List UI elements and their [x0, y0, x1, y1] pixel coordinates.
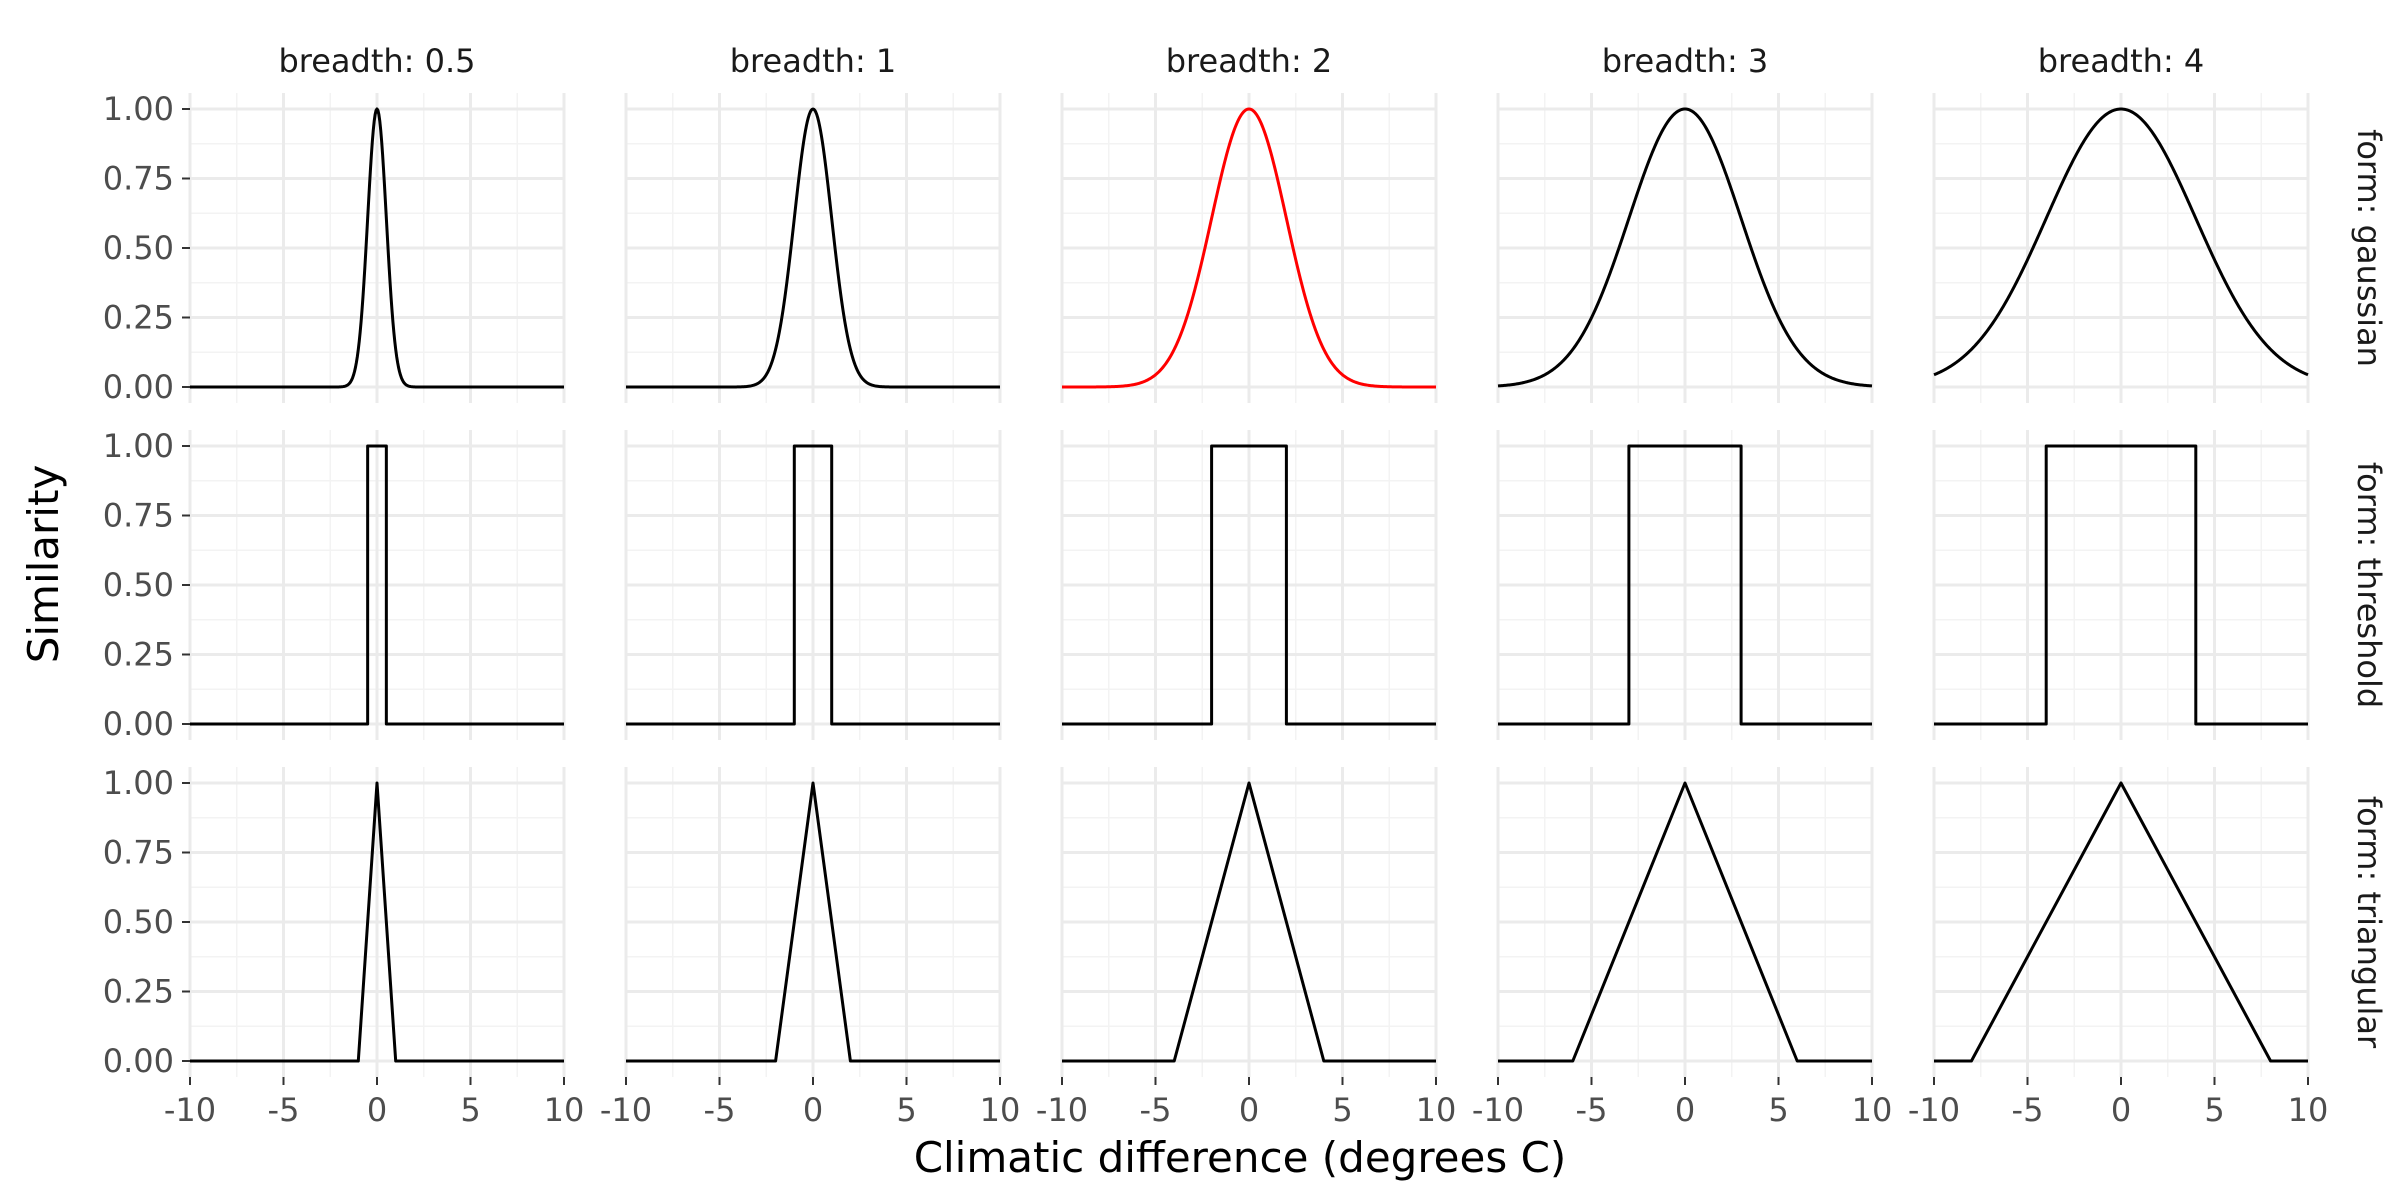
panel-gaussian-0.5: [188, 93, 566, 403]
x-tick-label: 5: [1768, 1091, 1788, 1129]
curve-layer: [189, 107, 2309, 1063]
series-line-triangular-1: [626, 781, 1000, 1063]
facet-label-row: form: triangular: [2350, 796, 2388, 1049]
y-tick-label: 0.75: [103, 497, 174, 535]
x-tick-label: 10: [2288, 1091, 2329, 1129]
panel-threshold-2: [1060, 430, 1438, 740]
x-tick-label: -10: [600, 1091, 652, 1129]
series-line-triangular-4: [1934, 781, 2308, 1063]
panel-triangular-0.5: [188, 767, 566, 1077]
x-tick-label: -10: [1908, 1091, 1960, 1129]
x-tick-label: 5: [1332, 1091, 1352, 1129]
x-tick-label: -5: [1576, 1091, 1608, 1129]
series-line-threshold-3: [1498, 444, 1872, 726]
x-tick-label: -10: [1472, 1091, 1524, 1129]
y-tick-label: 0.50: [103, 229, 174, 267]
panel-threshold-3: [1496, 430, 1874, 740]
series-line-threshold-0.5: [190, 444, 564, 726]
x-tick-label: -5: [2012, 1091, 2044, 1129]
y-tick-label: 0.00: [103, 368, 174, 406]
x-tick-label: 0: [367, 1091, 387, 1129]
x-axis-title: Climatic difference (degrees C): [914, 1133, 1567, 1182]
x-tick-label: 0: [803, 1091, 823, 1129]
series-line-gaussian-2: [1061, 107, 1437, 389]
panel-triangular-1: [624, 767, 1002, 1077]
panel-triangular-2: [1060, 767, 1438, 1077]
label-layer: breadth: 0.5 breadth: 1 breadth: 2 breadth:…: [103, 42, 2388, 1129]
facet-label-column: breadth: 1: [730, 42, 897, 80]
x-tick-label: -5: [268, 1091, 300, 1129]
panel-triangular-4: [1932, 767, 2310, 1077]
facet-label-row: form: threshold: [2350, 462, 2388, 708]
x-tick-label: -10: [164, 1091, 216, 1129]
y-tick-label: 0.00: [103, 1042, 174, 1080]
panel-triangular-3: [1496, 767, 1874, 1077]
x-tick-label: 10: [1852, 1091, 1893, 1129]
x-tick-label: 0: [2111, 1091, 2131, 1129]
panel-gaussian-4: [1932, 93, 2310, 403]
panel-gaussian-3: [1496, 93, 1874, 403]
x-tick-label: 10: [544, 1091, 585, 1129]
grid-layer: [188, 93, 2310, 1077]
x-tick-label: 5: [896, 1091, 916, 1129]
facet-label-row: form: gaussian: [2350, 129, 2388, 367]
series-line-threshold-4: [1934, 444, 2308, 726]
series-line-gaussian-0.5: [189, 107, 565, 389]
series-line-gaussian-3: [1497, 107, 1873, 388]
x-tick-label: -5: [704, 1091, 736, 1129]
panel-threshold-0.5: [188, 430, 566, 740]
facet-label-column: breadth: 4: [2038, 42, 2205, 80]
panel-gaussian-1: [624, 93, 1002, 403]
x-tick-label: 10: [1416, 1091, 1457, 1129]
facet-label-column: breadth: 0.5: [278, 42, 475, 80]
panel-threshold-1: [624, 430, 1002, 740]
y-tick-label: 0.50: [103, 903, 174, 941]
y-tick-label: 0.50: [103, 566, 174, 604]
series-line-triangular-2: [1062, 781, 1436, 1063]
y-tick-label: 0.00: [103, 705, 174, 743]
y-tick-label: 0.75: [103, 834, 174, 872]
panel-threshold-4: [1932, 430, 2310, 740]
x-tick-label: 10: [980, 1091, 1021, 1129]
x-tick-label: 0: [1239, 1091, 1259, 1129]
y-tick-label: 0.25: [103, 299, 174, 337]
y-tick-label: 1.00: [103, 427, 174, 465]
series-line-triangular-0.5: [190, 781, 564, 1063]
series-line-gaussian-4: [1933, 107, 2309, 377]
facet-label-column: breadth: 3: [1602, 42, 1769, 80]
x-tick-label: -10: [1036, 1091, 1088, 1129]
y-tick-label: 0.25: [103, 973, 174, 1011]
x-tick-label: 5: [460, 1091, 480, 1129]
facet-label-column: breadth: 2: [1166, 42, 1333, 80]
y-axis-title: Similarity: [19, 465, 68, 664]
y-tick-label: 0.75: [103, 160, 174, 198]
y-tick-label: 0.25: [103, 636, 174, 674]
panel-gaussian-2: [1060, 93, 1438, 403]
x-tick-label: 0: [1675, 1091, 1695, 1129]
series-line-gaussian-1: [625, 107, 1001, 389]
x-tick-label: 5: [2204, 1091, 2224, 1129]
x-tick-label: -5: [1140, 1091, 1172, 1129]
series-line-triangular-3: [1498, 781, 1872, 1063]
series-line-threshold-2: [1062, 444, 1436, 726]
y-tick-label: 1.00: [103, 764, 174, 802]
y-tick-label: 1.00: [103, 90, 174, 128]
series-line-threshold-1: [626, 444, 1000, 726]
